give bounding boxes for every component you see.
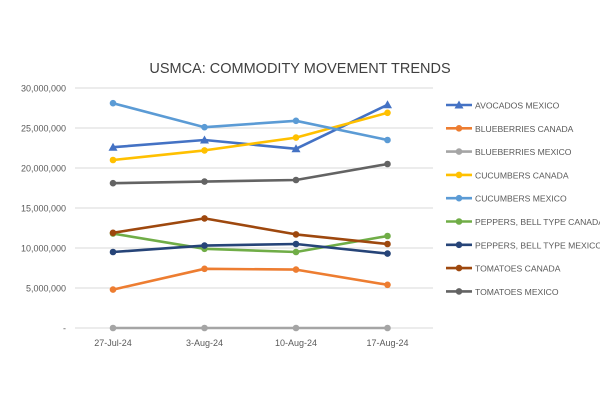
legend-marker xyxy=(455,218,463,225)
legend-item: PEPPERS, BELL TYPE MEXICO xyxy=(446,240,600,250)
data-point xyxy=(384,109,391,117)
legend-label: BLUEBERRIES MEXICO xyxy=(475,147,572,157)
y-tick-label: 20,000,000 xyxy=(21,164,66,174)
data-point xyxy=(201,178,208,185)
y-tick-label: 10,000,000 xyxy=(21,244,66,254)
data-point xyxy=(384,136,391,144)
legend-marker xyxy=(455,171,463,179)
data-point xyxy=(384,281,391,289)
data-point xyxy=(201,242,208,249)
x-tick-label: 3-Aug-24 xyxy=(186,338,223,348)
chart-title: USMCA: COMMODITY MOVEMENT TRENDS xyxy=(149,61,450,77)
data-point xyxy=(109,286,117,293)
legend-marker xyxy=(455,148,463,155)
y-tick-label: - xyxy=(63,324,66,334)
legend-label: CUCUMBERS MEXICO xyxy=(475,194,567,204)
data-point xyxy=(384,232,391,240)
series-line xyxy=(111,232,389,254)
legend-label: PEPPERS, BELL TYPE CANADA xyxy=(475,217,600,227)
data-point xyxy=(384,240,391,248)
x-tick-label: 10-Aug-24 xyxy=(275,338,317,348)
data-point xyxy=(292,134,300,141)
series-line xyxy=(111,162,389,185)
series-tomatoes-canada xyxy=(109,215,391,248)
data-point xyxy=(109,229,117,237)
legend-item: TOMATOES CANADA xyxy=(446,264,561,274)
data-point xyxy=(384,250,391,257)
legend-item: TOMATOES MEXICO xyxy=(446,287,559,297)
data-point xyxy=(292,248,300,256)
data-point xyxy=(291,144,301,153)
legend-item: AVOCADOS MEXICO xyxy=(446,100,560,111)
series-peppers-bell-type-mexico xyxy=(109,240,391,257)
legend-marker xyxy=(455,264,463,272)
data-point xyxy=(292,117,300,125)
legend-label: AVOCADOS MEXICO xyxy=(475,101,560,111)
legend-label: TOMATOES MEXICO xyxy=(475,287,559,297)
series-line xyxy=(111,101,389,142)
data-point xyxy=(201,147,208,154)
legend-label: TOMATOES CANADA xyxy=(475,264,561,274)
series-blueberries-canada xyxy=(109,265,391,293)
series-line xyxy=(111,267,389,291)
legend-item: PEPPERS, BELL TYPE CANADA xyxy=(446,217,600,227)
y-tick-label: 5,000,000 xyxy=(26,284,66,294)
series-cucumbers-canada xyxy=(109,109,391,164)
data-point xyxy=(292,231,300,238)
data-point xyxy=(292,324,300,332)
data-point xyxy=(292,266,300,273)
legend-marker xyxy=(455,241,463,249)
series-line xyxy=(111,111,389,162)
y-tick-label: 25,000,000 xyxy=(21,124,66,134)
data-point xyxy=(109,324,117,332)
legend-item: CUCUMBERS CANADA xyxy=(446,170,569,180)
data-point xyxy=(383,100,392,109)
data-point xyxy=(109,248,117,256)
y-tick-label: 15,000,000 xyxy=(21,204,66,214)
legend-marker xyxy=(455,288,463,295)
legend-item: BLUEBERRIES MEXICO xyxy=(446,147,572,157)
legend-label: BLUEBERRIES CANADA xyxy=(475,124,574,134)
series-line xyxy=(111,242,389,255)
grid xyxy=(75,87,433,329)
legend: AVOCADOS MEXICO BLUEBERRIES CANADA BLUEBER… xyxy=(446,100,600,297)
legend-item: BLUEBERRIES CANADA xyxy=(446,124,574,134)
data-point xyxy=(384,160,391,168)
series-line xyxy=(111,217,389,246)
legend-marker xyxy=(454,100,464,109)
series-tomatoes-mexico xyxy=(109,160,391,187)
y-tick-label: 30,000,000 xyxy=(21,84,66,94)
data-point xyxy=(292,240,300,248)
series-lines xyxy=(108,99,392,332)
x-axis: 27-Jul-24 3-Aug-24 10-Aug-24 17-Aug-24 xyxy=(94,338,408,348)
legend-item: CUCUMBERS MEXICO xyxy=(446,194,567,204)
legend-label: PEPPERS, BELL TYPE MEXICO xyxy=(475,240,600,250)
series-line xyxy=(111,103,389,151)
data-point xyxy=(201,265,208,273)
data-point xyxy=(292,176,300,184)
y-axis: - 5,000,000 10,000,000 15,000,000 20,000,000… xyxy=(21,84,66,334)
data-point xyxy=(109,156,117,164)
data-point xyxy=(201,123,208,131)
data-point xyxy=(384,324,391,332)
series-blueberries-mexico xyxy=(109,324,391,332)
series-peppers-bell-type-canada xyxy=(109,230,391,256)
data-point xyxy=(108,142,118,151)
data-point xyxy=(200,135,209,144)
data-point xyxy=(109,99,117,107)
data-point xyxy=(201,324,208,332)
x-tick-label: 27-Jul-24 xyxy=(94,338,132,348)
x-tick-label: 17-Aug-24 xyxy=(366,338,408,348)
legend-marker xyxy=(455,194,463,202)
data-point xyxy=(109,179,117,187)
data-point xyxy=(201,215,208,222)
legend-marker xyxy=(455,125,463,132)
legend-label: CUCUMBERS CANADA xyxy=(475,170,569,180)
series-cucumbers-mexico xyxy=(109,99,391,144)
